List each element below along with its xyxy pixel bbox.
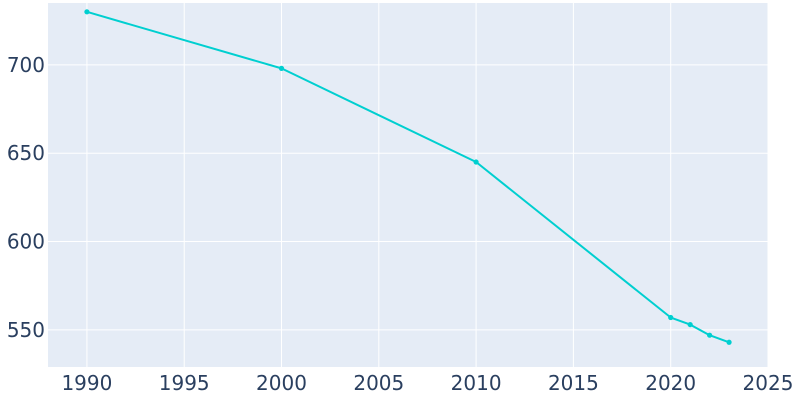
data-point (707, 332, 713, 338)
grid-lines (48, 3, 769, 367)
plot-area (48, 3, 768, 367)
x-tick-label: 1995 (159, 371, 210, 395)
x-axis-tick-labels: 1990 1995 2000 2005 2010 2015 2020 2025 (61, 371, 793, 395)
y-tick-label: 550 (7, 318, 45, 342)
x-tick-label: 2000 (256, 371, 307, 395)
data-point (278, 65, 285, 71)
x-tick-label: 2020 (645, 371, 696, 395)
x-tick-label: 2005 (353, 371, 404, 395)
y-tick-label: 600 (7, 230, 45, 254)
x-tick-label: 2015 (548, 371, 599, 395)
data-point (473, 159, 479, 165)
y-tick-label: 650 (7, 141, 45, 165)
x-tick-label: 1990 (61, 371, 112, 395)
x-tick-label: 2010 (451, 371, 502, 395)
data-point (726, 339, 732, 345)
series-layer (84, 9, 732, 345)
y-axis-tick-labels: 550 600 650 700 (7, 53, 45, 342)
data-point (84, 9, 90, 15)
data-point (687, 321, 693, 328)
data-point (668, 314, 674, 321)
x-tick-label: 2025 (743, 371, 794, 395)
y-tick-label: 700 (7, 53, 45, 77)
